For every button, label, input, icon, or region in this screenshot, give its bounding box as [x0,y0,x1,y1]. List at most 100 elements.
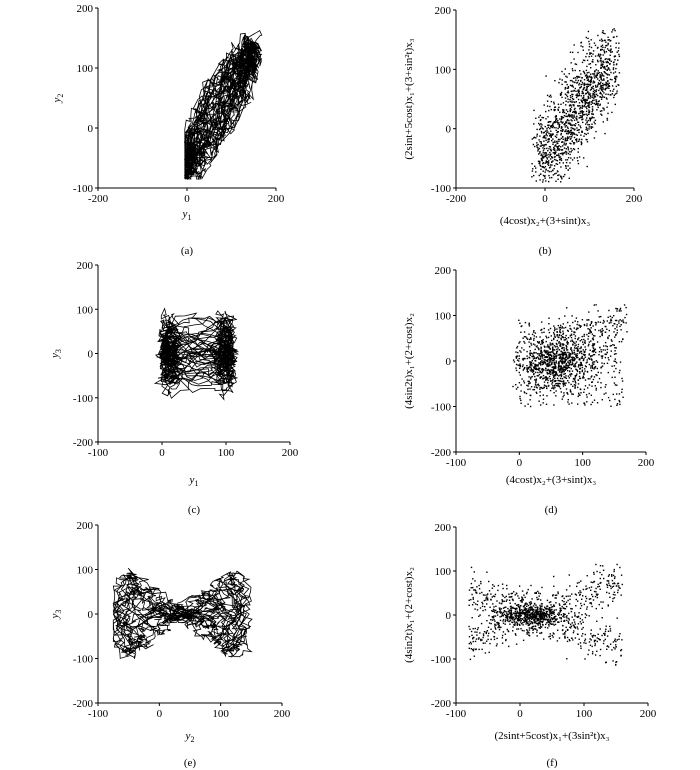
scatter-point [550,150,552,152]
scatter-point [606,64,608,67]
scatter-point [472,598,474,600]
scatter-point [591,381,593,383]
scatter-point [584,613,587,615]
scatter-point [557,613,559,615]
scatter-point [611,31,613,33]
scatter-point [568,356,570,358]
scatter-point [580,357,583,359]
scatter-point [602,121,604,123]
scatter-point [485,599,487,601]
scatter-point [492,603,494,605]
scatter-point [579,607,582,610]
scatter-point [520,628,522,630]
scatter-point [471,593,473,596]
scatter-point [590,367,592,369]
scatter-point [588,109,590,111]
scatter-point [567,129,569,132]
scatter-point [558,155,560,157]
scatter-point [501,614,503,617]
scatter-point [586,371,589,373]
scatter-point [503,600,505,602]
scatter-point [553,345,556,347]
plot-area-e [112,567,253,660]
scatter-point [559,360,561,362]
scatter-point [612,660,614,662]
scatter-point [535,137,537,139]
scatter-point [582,96,585,98]
scatter-point [538,353,540,355]
scatter-point [546,157,548,159]
scatter-point [546,622,548,624]
scatter-point [560,103,562,105]
scatter-point [528,356,530,359]
scatter-point [559,357,561,360]
scatter-point [521,378,523,380]
scatter-point [610,51,612,53]
scatter-point [508,596,510,598]
scatter-point [520,402,522,404]
scatter-point [560,115,563,118]
scatter-point [592,82,594,84]
scatter-point [548,140,550,143]
scatter-point [614,350,616,352]
scatter-point [595,76,598,79]
panel-d: -100 0 100 200-200-1000100200(4cost)x₂+(3+s… [403,265,655,516]
scatter-point [564,633,566,635]
scatter-point [530,601,532,603]
scatter-point [591,344,594,347]
scatter-point [549,380,552,382]
scatter-point [615,85,617,88]
scatter-point [521,365,524,368]
scatter-point [590,602,592,604]
scatter-point [509,619,512,621]
scatter-point [600,113,602,115]
scatter-point [616,35,618,38]
scatter-point [542,620,544,623]
scatter-point [558,341,560,343]
scatter-point [586,359,588,361]
x-tick-label: 200 [274,708,291,720]
scatter-point [509,612,511,614]
scatter-point [565,345,568,347]
scatter-point [553,126,555,129]
scatter-point [511,614,513,616]
scatter-point [526,633,528,635]
scatter-point [557,174,559,177]
scatter-point [558,613,561,615]
scatter-point [581,635,583,637]
scatter-point [594,644,596,647]
scatter-point [531,365,533,367]
scatter-point [528,338,531,341]
scatter-point [499,626,501,629]
scatter-point [613,360,615,362]
scatter-point [498,626,500,628]
scatter-point [574,363,576,365]
scatter-point [552,636,554,638]
scatter-point [613,331,615,333]
scatter-point [599,321,602,323]
scatter-point [549,121,551,123]
scatter-point [579,76,581,78]
scatter-point [577,121,580,123]
scatter-point [567,152,569,155]
scatter-point [528,376,530,378]
scatter-point [586,325,588,327]
scatter-point [572,624,574,626]
scatter-point [598,603,600,606]
scatter-point [607,85,609,88]
scatter-point [543,384,546,386]
scatter-point [482,633,485,635]
scatter-point [591,364,594,366]
scatter-point [524,357,526,360]
scatter-point [613,382,616,384]
scatter-point [553,605,556,607]
scatter-point [556,618,558,620]
scatter-point [541,328,543,331]
scatter-point [609,90,612,92]
scatter-point [543,331,545,333]
scatter-point [534,625,536,627]
scatter-point [613,88,615,90]
scatter-point [616,319,618,322]
scatter-point [588,587,591,589]
scatter-point [596,59,599,62]
